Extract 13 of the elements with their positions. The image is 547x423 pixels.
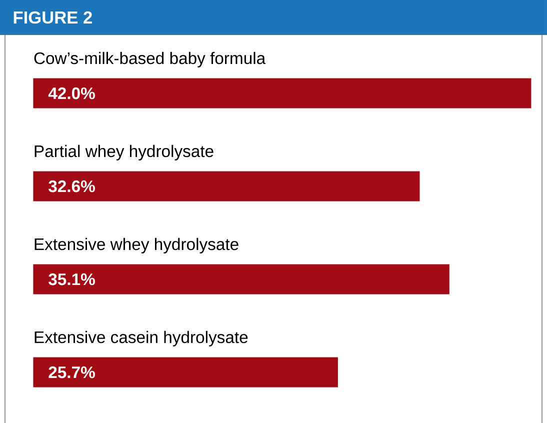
y-tick-label: Cow’s-milk-based baby formula <box>34 52 266 68</box>
y-tick-label: Partial whey hydrolysate <box>34 144 214 160</box>
data-label: 32.6% <box>48 180 95 192</box>
bar <box>33 264 450 294</box>
bar <box>33 171 420 202</box>
data-label: 35.1% <box>48 273 95 286</box>
chart-title: FIGURE 2 <box>14 11 92 24</box>
data-label: 25.7% <box>48 366 95 378</box>
data-label: 42.0% <box>48 87 95 100</box>
bar <box>33 357 338 388</box>
y-tick-label: Extensive whey hydrolysate <box>34 238 238 254</box>
bar <box>33 78 532 108</box>
y-tick-label: Extensive casein hydrolysate <box>34 330 248 346</box>
